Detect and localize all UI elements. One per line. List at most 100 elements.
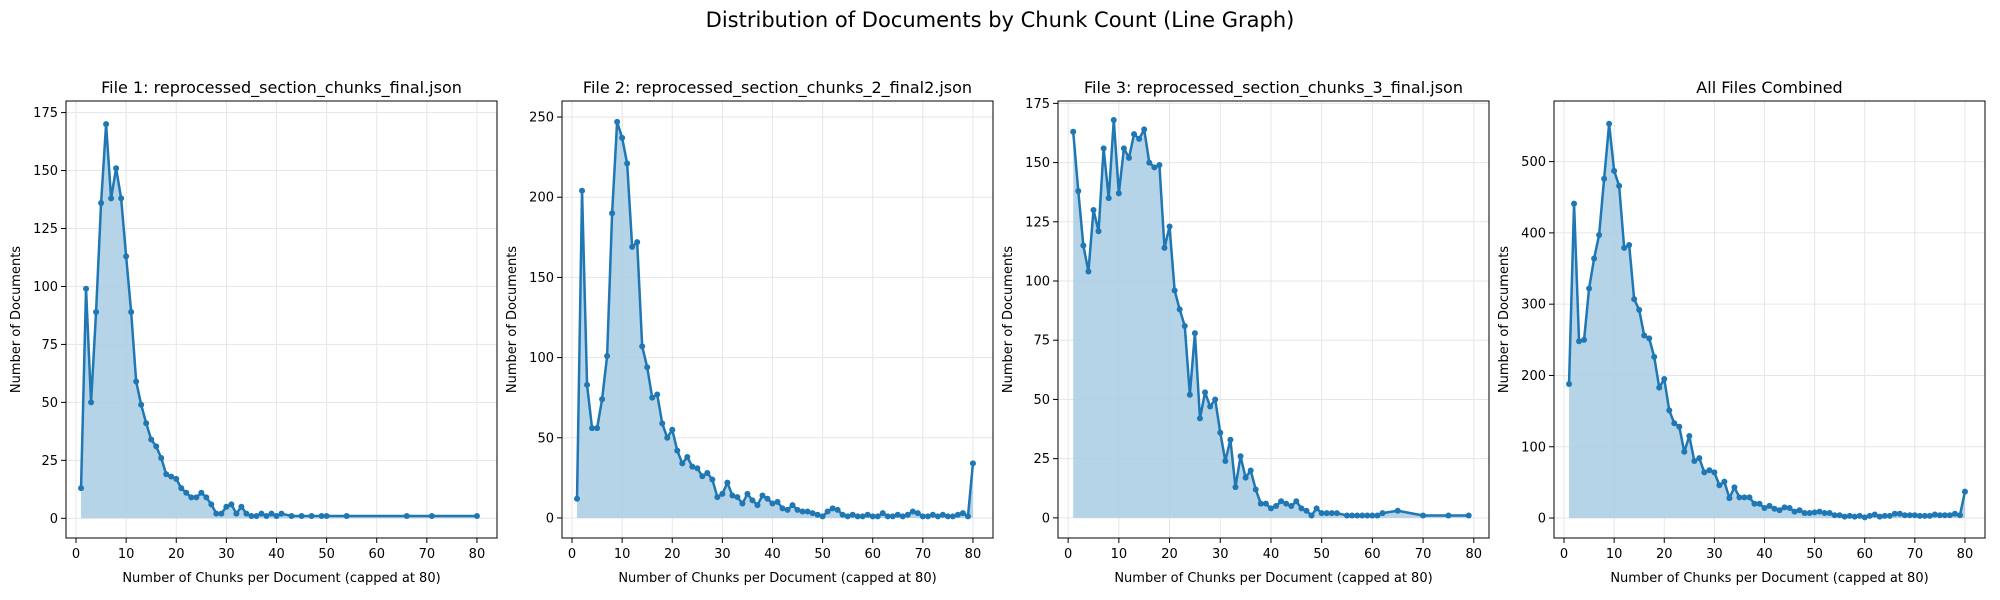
subplot-title: File 3: reprocessed_section_chunks_3_fin…: [1084, 78, 1463, 98]
data-point: [749, 497, 756, 504]
data-point: [1946, 512, 1953, 519]
data-point: [1891, 510, 1898, 517]
data-point: [1136, 135, 1143, 142]
data-point: [1886, 512, 1893, 519]
data-point: [1701, 469, 1708, 476]
data-point: [1951, 510, 1958, 517]
data-point: [1156, 161, 1163, 168]
y-axis-label: Number of Documents: [1001, 246, 1016, 393]
data-point: [1227, 436, 1234, 443]
data-point: [859, 513, 866, 520]
data-point: [834, 506, 841, 513]
x-tick-label: 80: [965, 547, 982, 562]
data-point: [849, 511, 856, 518]
subplot-title: File 1: reprocessed_section_chunks_final…: [101, 78, 462, 98]
data-point: [1308, 512, 1315, 519]
data-point: [188, 494, 195, 501]
data-point: [924, 513, 931, 520]
data-point: [1656, 384, 1663, 391]
data-point: [939, 511, 946, 518]
x-axis-label: Number of Chunks per Document (capped at…: [618, 571, 936, 586]
y-tick-label: 100: [33, 280, 58, 295]
data-point: [153, 443, 160, 450]
data-point: [1318, 510, 1325, 517]
data-point: [1846, 512, 1853, 519]
data-point: [1591, 255, 1598, 262]
y-tick-label: 150: [33, 164, 58, 179]
y-tick-label: 50: [537, 431, 554, 446]
data-point: [193, 494, 200, 501]
data-point: [1806, 510, 1813, 517]
data-point: [1465, 512, 1472, 519]
data-point: [1786, 505, 1793, 512]
data-point: [168, 473, 175, 480]
x-tick-label: 0: [1560, 547, 1568, 562]
data-point: [889, 513, 896, 520]
data-point: [699, 473, 706, 480]
x-tick-label: 50: [1806, 547, 1823, 562]
data-point: [1781, 504, 1788, 511]
data-point: [1566, 381, 1573, 388]
data-point: [589, 425, 596, 432]
data-point: [1586, 285, 1593, 292]
data-point: [1262, 500, 1269, 507]
data-point: [1080, 242, 1087, 249]
data-point: [263, 512, 270, 519]
data-point: [1631, 296, 1638, 303]
data-point: [158, 455, 165, 462]
y-tick-label: 150: [1025, 156, 1050, 171]
data-point: [1161, 244, 1168, 251]
data-point: [1871, 511, 1878, 518]
data-point: [1095, 228, 1102, 235]
data-point: [1141, 126, 1148, 133]
data-point: [949, 513, 956, 520]
data-point: [1616, 182, 1623, 189]
data-point: [864, 511, 871, 518]
data-point: [954, 511, 961, 518]
x-tick-label: 40: [1756, 547, 1773, 562]
data-point: [473, 512, 480, 519]
data-point: [1626, 242, 1633, 249]
data-point: [1756, 500, 1763, 507]
x-tick-label: 20: [664, 547, 681, 562]
data-point: [203, 494, 210, 501]
data-point: [964, 513, 971, 520]
data-point: [108, 195, 115, 202]
data-point: [1333, 510, 1340, 517]
data-point: [1926, 512, 1933, 519]
data-point: [1611, 167, 1618, 174]
axes-frame: [65, 100, 498, 539]
data-point: [829, 505, 836, 512]
data-point: [198, 489, 205, 496]
subplot-4: 0 10 20 30 40 50 60 70 80 0 100 200 300 400 500 All Fil…: [1497, 78, 1986, 586]
y-tick-label: 175: [1025, 97, 1050, 112]
data-point: [704, 470, 711, 477]
data-point: [1606, 120, 1613, 127]
data-point: [609, 210, 616, 217]
data-point: [649, 394, 656, 401]
data-point: [1146, 159, 1153, 166]
x-tick-label: 0: [568, 547, 576, 562]
data-point: [1731, 484, 1738, 491]
subplot-title: File 2: reprocessed_section_chunks_2_fin…: [583, 78, 972, 98]
x-tick-label: 0: [72, 547, 80, 562]
data-point: [1801, 510, 1808, 517]
data-point: [879, 510, 886, 517]
data-point: [644, 364, 651, 371]
data-point: [1273, 503, 1280, 510]
data-point: [228, 501, 235, 508]
data-point: [403, 512, 410, 519]
x-tick-label: 30: [1212, 547, 1229, 562]
data-point: [659, 420, 666, 427]
x-tick-label: 10: [118, 547, 135, 562]
y-tick-label: 50: [41, 396, 58, 411]
data-point: [1766, 502, 1773, 509]
y-tick-label: 200: [1521, 369, 1546, 384]
y-tick-label: 100: [1025, 275, 1050, 290]
x-axis-label: Number of Chunks per Document (capped at…: [122, 571, 440, 586]
data-point: [664, 434, 671, 441]
y-tick-label: 125: [33, 222, 58, 237]
data-point: [854, 513, 861, 520]
data-point: [1796, 507, 1803, 514]
